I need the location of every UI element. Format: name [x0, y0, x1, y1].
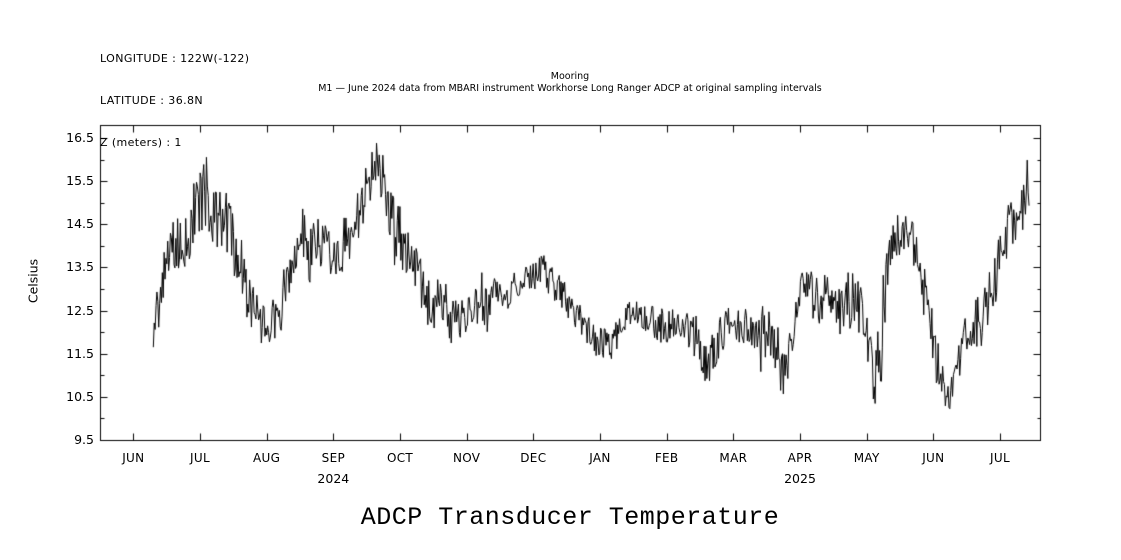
x-tick-label: JUL	[190, 451, 210, 465]
x-tick-label: SEP	[321, 451, 345, 465]
x-tick-label: MAR	[719, 451, 748, 465]
station-header-info: LONGITUDE : 122W(-122) LATITUDE : 36.8N …	[100, 24, 250, 178]
y-tick-label: 11.5	[66, 345, 94, 361]
x-tick-label: MAY	[853, 451, 880, 465]
y-tick-label: 15.5	[66, 173, 94, 189]
y-tick-label: 13.5	[66, 259, 94, 275]
x-tick-label: APR	[787, 451, 813, 465]
y-tick-label: 10.5	[66, 388, 94, 404]
mooring-supertitle: Mooring	[550, 71, 590, 82]
x-tick-label: JUN	[122, 451, 145, 465]
y-axis-title: Celsius	[25, 258, 41, 304]
x-tick-label: NOV	[452, 451, 481, 465]
x-tick-label: JUL	[990, 451, 1010, 465]
y-tick-label: 12.5	[66, 302, 94, 318]
x-tick-label: JAN	[589, 451, 611, 465]
chart-title: ADCP Transducer Temperature	[360, 503, 780, 532]
x-tick-label: FEB	[654, 451, 679, 465]
longitude-label: LONGITUDE : 122W(-122)	[100, 52, 250, 65]
z-depth-label: Z (meters) : 1	[100, 136, 182, 149]
mooring-subtitle: M1 — June 2024 data from MBARI instrumen…	[318, 83, 822, 94]
x-tick-label: AUG	[253, 451, 281, 465]
mooring-title-block: Mooring M1 — June 2024 data from MBARI i…	[100, 71, 1040, 95]
x-tick-label: DEC	[520, 451, 547, 465]
y-tick-label: 9.5	[74, 432, 94, 447]
y-tick-label: 16.5	[66, 129, 94, 145]
year-label: 2024	[317, 471, 350, 486]
y-tick-label: 14.5	[66, 216, 94, 232]
x-tick-label: JUN	[922, 451, 945, 465]
year-label: 2025	[784, 471, 816, 486]
x-tick-label: OCT	[386, 451, 414, 465]
latitude-label: LATITUDE : 36.8N	[100, 94, 204, 107]
